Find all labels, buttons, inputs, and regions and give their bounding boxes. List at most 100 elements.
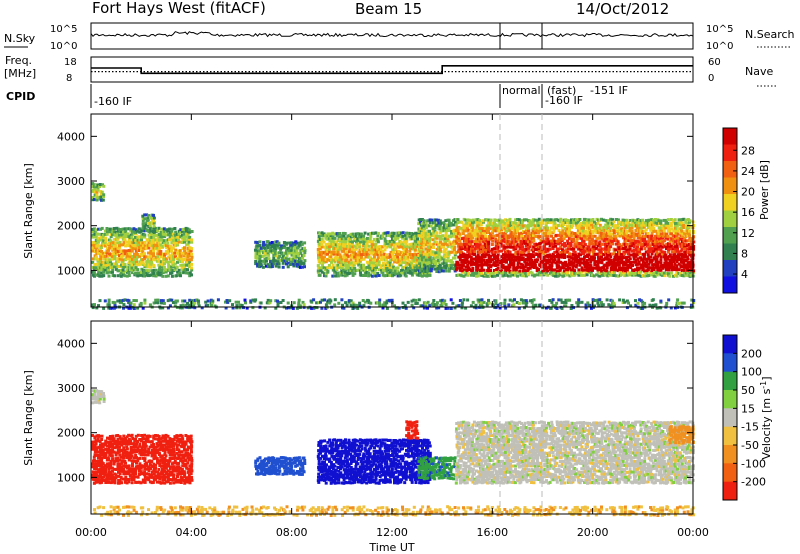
nsky-tick-bottom: 10^0 <box>50 41 77 52</box>
colorbar-tick-label: 16 <box>741 206 755 219</box>
freq-panel: Freq. [MHz] 18 8 60 0 Nave <box>4 54 778 87</box>
beam-title: Beam 15 <box>355 0 422 18</box>
echo-region <box>405 420 420 440</box>
nave-label: Nave <box>745 65 773 78</box>
cpid-mid-label: -160 IF <box>545 94 583 107</box>
colorbar-frame <box>722 127 738 294</box>
cpid-right-label: -151 IF <box>590 84 628 97</box>
colorbar-tick-label: 200 <box>741 347 762 360</box>
nsky-label: N.Sky <box>4 32 36 45</box>
power-echo-data <box>91 182 696 310</box>
freq-unit-label: [MHz] <box>4 67 36 80</box>
nave-tick-bottom: 0 <box>708 73 714 84</box>
colorbar-swatch <box>723 260 737 277</box>
colorbar-tick-label: 24 <box>741 165 755 178</box>
nsky-tick-top: 10^5 <box>50 24 77 35</box>
echo-region <box>454 420 695 485</box>
colorbar-swatch <box>723 445 737 464</box>
cpid-label: CPID <box>6 90 35 103</box>
time-axis: 00:00 04:00 08:00 12:00 16:00 20:00 00:00 <box>75 114 709 539</box>
power-panel: 4000 3000 2000 1000 Slant Range [km] 28 24 20… <box>22 113 771 310</box>
y-tick-label: 4000 <box>57 337 85 350</box>
x-tick-label: 20:00 <box>577 526 609 539</box>
cpid-row: CPID -160 IF normal (fast) -160 IF -151 … <box>6 84 628 108</box>
echo-region <box>454 217 696 278</box>
x-tick-label: 00:00 <box>677 526 709 539</box>
nsearch-label: N.Search <box>745 28 795 41</box>
colorbar-swatch <box>723 481 737 501</box>
freq-tick-top: 18 <box>64 57 77 68</box>
velocity-colorbar: 200 100 50 15 -15 -50 -100 -200 <box>722 334 766 501</box>
colorbar-swatch <box>723 371 737 391</box>
colorbar-swatch <box>723 243 737 261</box>
colorbar-tick-label: 50 <box>741 384 755 397</box>
colorbar-swatch <box>723 210 737 228</box>
colorbar-tick-label: -50 <box>741 439 759 452</box>
colorbar-tick-label: 20 <box>741 186 755 199</box>
xlabel: Time UT <box>368 541 414 554</box>
station-title: Fort Hays West (fitACF) <box>92 0 266 17</box>
nsearch-tick-bottom: 10^0 <box>706 41 733 52</box>
y-tick-label: 3000 <box>57 175 85 188</box>
colorbar-tick-label: 4 <box>741 268 748 281</box>
cpid-fast-label: (fast) <box>547 84 576 97</box>
date-title: 14/Oct/2012 <box>576 0 669 18</box>
colorbar-swatch <box>723 276 737 294</box>
velocity-echo-data <box>91 389 696 517</box>
x-tick-label: 16:00 <box>476 526 508 539</box>
colorbar-tick-label: 15 <box>741 402 755 415</box>
freq-tick-bottom: 8 <box>66 73 72 84</box>
nsky-line <box>90 31 694 38</box>
y-tick-label: 1000 <box>57 264 85 277</box>
noise-trace <box>90 31 694 38</box>
x-tick-label: 08:00 <box>276 526 308 539</box>
nsearch-tick-top: 10^5 <box>706 24 733 35</box>
echo-region <box>91 298 696 310</box>
power-y-axis: 4000 3000 2000 1000 <box>57 130 693 277</box>
velocity-y-axis: 4000 3000 2000 1000 <box>57 337 693 484</box>
y-tick-label: 2000 <box>57 220 85 233</box>
power-colorbar-label: Power [dB] <box>758 160 771 220</box>
echo-region <box>254 240 307 269</box>
y-tick-label: 1000 <box>57 471 85 484</box>
colorbar-tick-label: -100 <box>741 457 766 470</box>
freq-trace <box>91 65 693 75</box>
colorbar-swatch <box>723 463 737 483</box>
velocity-colorbar-label-end: ] <box>760 376 773 380</box>
y-tick-label: 2000 <box>57 427 85 440</box>
echo-region <box>93 505 696 517</box>
freq-label: Freq. <box>5 54 32 67</box>
cpid-normal-label: normal <box>502 84 541 97</box>
x-tick-label: 12:00 <box>376 526 408 539</box>
colorbar-swatch <box>723 408 737 428</box>
colorbar-swatch <box>723 144 737 162</box>
colorbar-tick-label: 8 <box>741 247 748 260</box>
x-tick-label: 00:00 <box>75 526 107 539</box>
echo-region <box>91 226 194 278</box>
colorbar-tick-label: -15 <box>741 421 759 434</box>
nave-tick-top: 60 <box>708 57 721 68</box>
velocity-colorbar-label-main: Velocity [m s <box>760 388 773 459</box>
velocity-panel: 4000 3000 2000 1000 Slant Range [km] 200 100… <box>22 320 773 517</box>
echo-region <box>91 182 106 202</box>
colorbar-frame <box>722 334 738 501</box>
y-tick-label: 4000 <box>57 130 85 143</box>
power-colorbar: 28 24 20 16 12 8 4 <box>722 127 755 294</box>
echo-region <box>254 456 307 476</box>
colorbar-tick-label: 28 <box>741 144 755 157</box>
x-tick-label: 04:00 <box>175 526 207 539</box>
cpid-left-label: -160 IF <box>94 95 132 108</box>
colorbar-swatch <box>723 227 737 244</box>
echo-region <box>141 213 156 234</box>
colorbar-swatch <box>723 128 737 145</box>
noise-panel: N.Sky 10^5 10^0 10^5 10^0 N.Search <box>4 22 795 52</box>
echo-region <box>417 456 457 481</box>
echo-region <box>91 433 194 485</box>
velocity-colorbar-label-sup: -1 <box>759 381 768 389</box>
colorbar-tick-label: 100 <box>741 366 762 379</box>
colorbar-swatch <box>723 426 737 446</box>
echo-region <box>417 218 457 274</box>
colorbar-swatch <box>723 194 737 211</box>
velocity-colorbar-label: Velocity [m s-1] <box>759 376 773 459</box>
